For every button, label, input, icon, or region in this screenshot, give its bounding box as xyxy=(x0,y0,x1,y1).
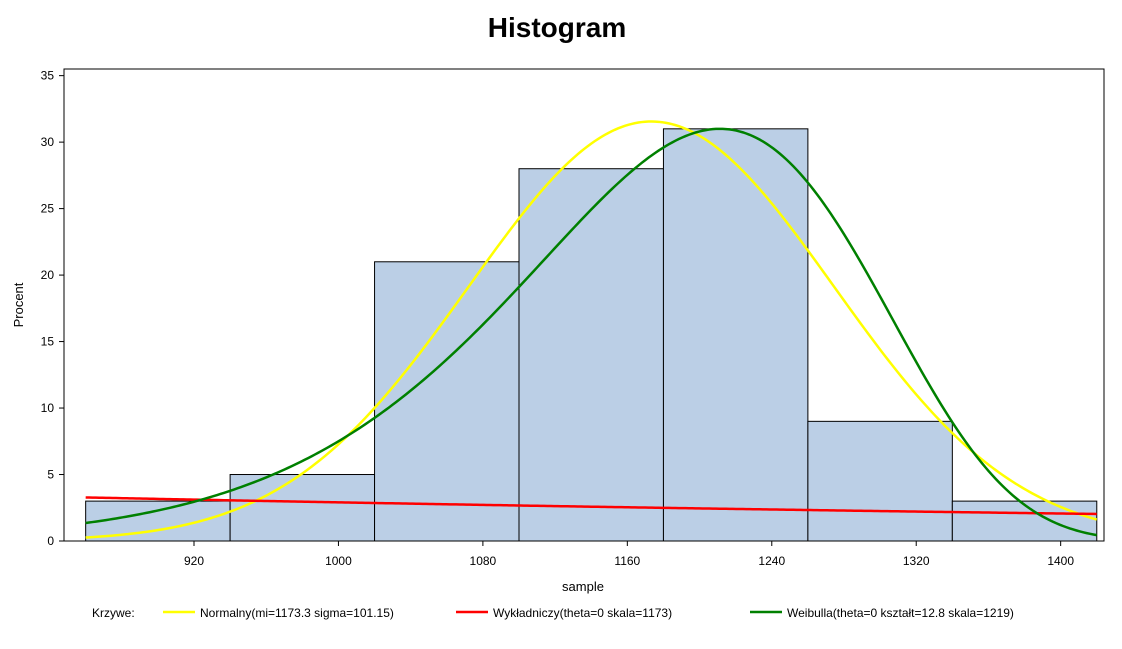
plot-frame xyxy=(63,68,1105,542)
x-tick-label: 1240 xyxy=(758,554,785,568)
x-tick-label: 1160 xyxy=(614,554,640,568)
chart-title: Histogram xyxy=(488,12,626,43)
legend-title: Krzywe: xyxy=(92,606,135,620)
x-tick-label: 1080 xyxy=(470,554,497,568)
x-tick-label: 1000 xyxy=(325,554,352,568)
histogram-bar xyxy=(662,128,809,542)
y-tick-label: 20 xyxy=(41,268,55,282)
legend: Krzywe: Normalny(mi=1173.3 sigma=101.15)… xyxy=(92,606,1014,620)
x-tick-label: 1400 xyxy=(1047,554,1074,568)
legend-entry-exponential: Wykładniczy(theta=0 skala=1173) xyxy=(493,606,672,620)
exponential-curve xyxy=(85,496,1097,516)
histogram-bar xyxy=(807,420,953,542)
y-axis: 0 5 10 15 20 25 30 35 xyxy=(41,69,64,548)
x-tick-label: 1320 xyxy=(903,554,930,568)
y-tick-label: 0 xyxy=(47,534,54,548)
x-tick-label: 920 xyxy=(184,554,204,568)
histogram-bar xyxy=(951,500,1098,542)
y-tick-label: 25 xyxy=(41,202,55,216)
y-tick-label: 30 xyxy=(41,135,55,149)
histogram-bars xyxy=(85,128,1098,542)
histogram-bar xyxy=(85,500,231,542)
legend-entry-normal: Normalny(mi=1173.3 sigma=101.15) xyxy=(200,606,394,620)
x-axis: 920 1000 1080 1160 1240 1320 1400 xyxy=(184,541,1074,568)
legend-entry-weibull: Weibulla(theta=0 kształt=12.8 skala=1219… xyxy=(787,606,1014,620)
x-axis-label: sample xyxy=(562,579,604,594)
weibull-curve xyxy=(85,127,1098,537)
distribution-curves xyxy=(85,120,1098,539)
y-tick-label: 15 xyxy=(41,335,55,349)
y-tick-label: 35 xyxy=(41,69,55,83)
y-tick-label: 5 xyxy=(47,468,54,482)
histogram-bar xyxy=(518,168,664,542)
y-axis-label: Procent xyxy=(11,282,26,327)
y-tick-label: 10 xyxy=(41,401,55,415)
histogram-bar xyxy=(229,474,376,542)
